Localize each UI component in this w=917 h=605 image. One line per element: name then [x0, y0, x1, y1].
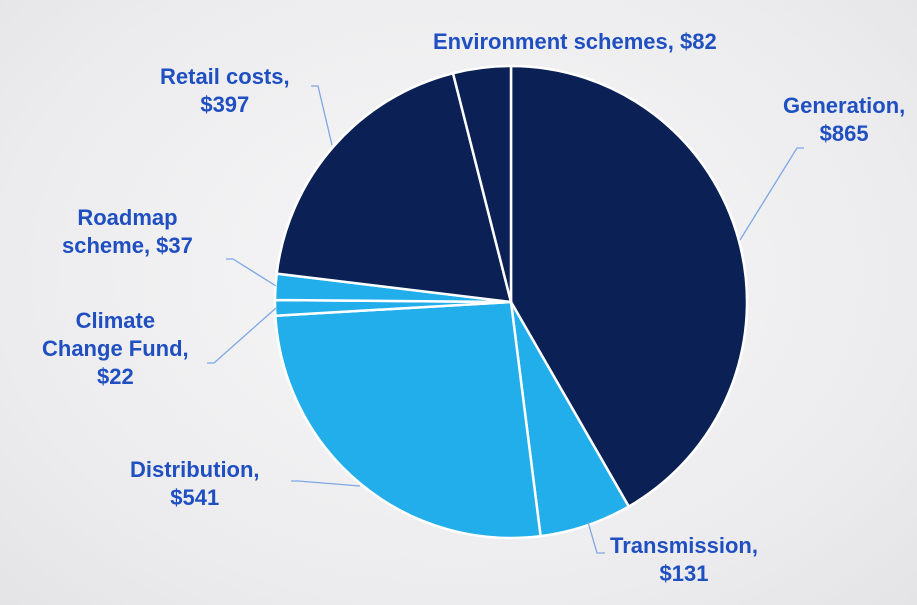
leader-line-2: [291, 480, 361, 487]
slice-label-5: Retail costs, $397: [160, 63, 290, 119]
slice-label-line: Distribution,: [130, 457, 260, 482]
pie-slice-5: [275, 71, 513, 304]
leader-lines: [207, 85, 804, 554]
slice-label-line: Retail costs,: [160, 64, 290, 89]
slice-label-line: Environment schemes, $82: [433, 29, 717, 54]
slice-label-line: Transmission,: [610, 533, 758, 558]
slice-label-line: Roadmap: [77, 205, 178, 230]
leader-line-4: [226, 258, 277, 287]
slice-label-2: Distribution, $541: [130, 456, 260, 512]
slice-label-line: Generation,: [783, 93, 906, 118]
leader-line-1: [587, 521, 605, 554]
slice-label-line: Change Fund,: [42, 336, 189, 361]
pie-slice-2: [274, 300, 542, 540]
pie-slices: [273, 64, 749, 540]
pie-slice-0: [509, 64, 749, 508]
pie-slice-6: [451, 64, 513, 304]
slice-label-1: Transmission, $131: [610, 532, 758, 588]
slice-label-6: Environment schemes, $82: [433, 28, 717, 56]
slice-label-line: $397: [200, 92, 250, 117]
slice-label-4: Roadmap scheme, $37: [62, 204, 193, 260]
slice-label-line: $22: [96, 364, 134, 389]
slice-label-line: $541: [170, 485, 220, 510]
leader-line-3: [207, 307, 277, 364]
leader-line-5: [311, 85, 333, 146]
slice-label-line: Climate: [75, 308, 156, 333]
slice-label-0: Generation, $865: [783, 92, 905, 148]
slice-label-line: $131: [659, 561, 709, 586]
slice-label-3: Climate Change Fund, $22: [42, 307, 189, 391]
slice-label-line: $865: [819, 121, 869, 146]
leader-line-0: [739, 147, 804, 241]
slice-label-line: scheme, $37: [62, 233, 193, 258]
